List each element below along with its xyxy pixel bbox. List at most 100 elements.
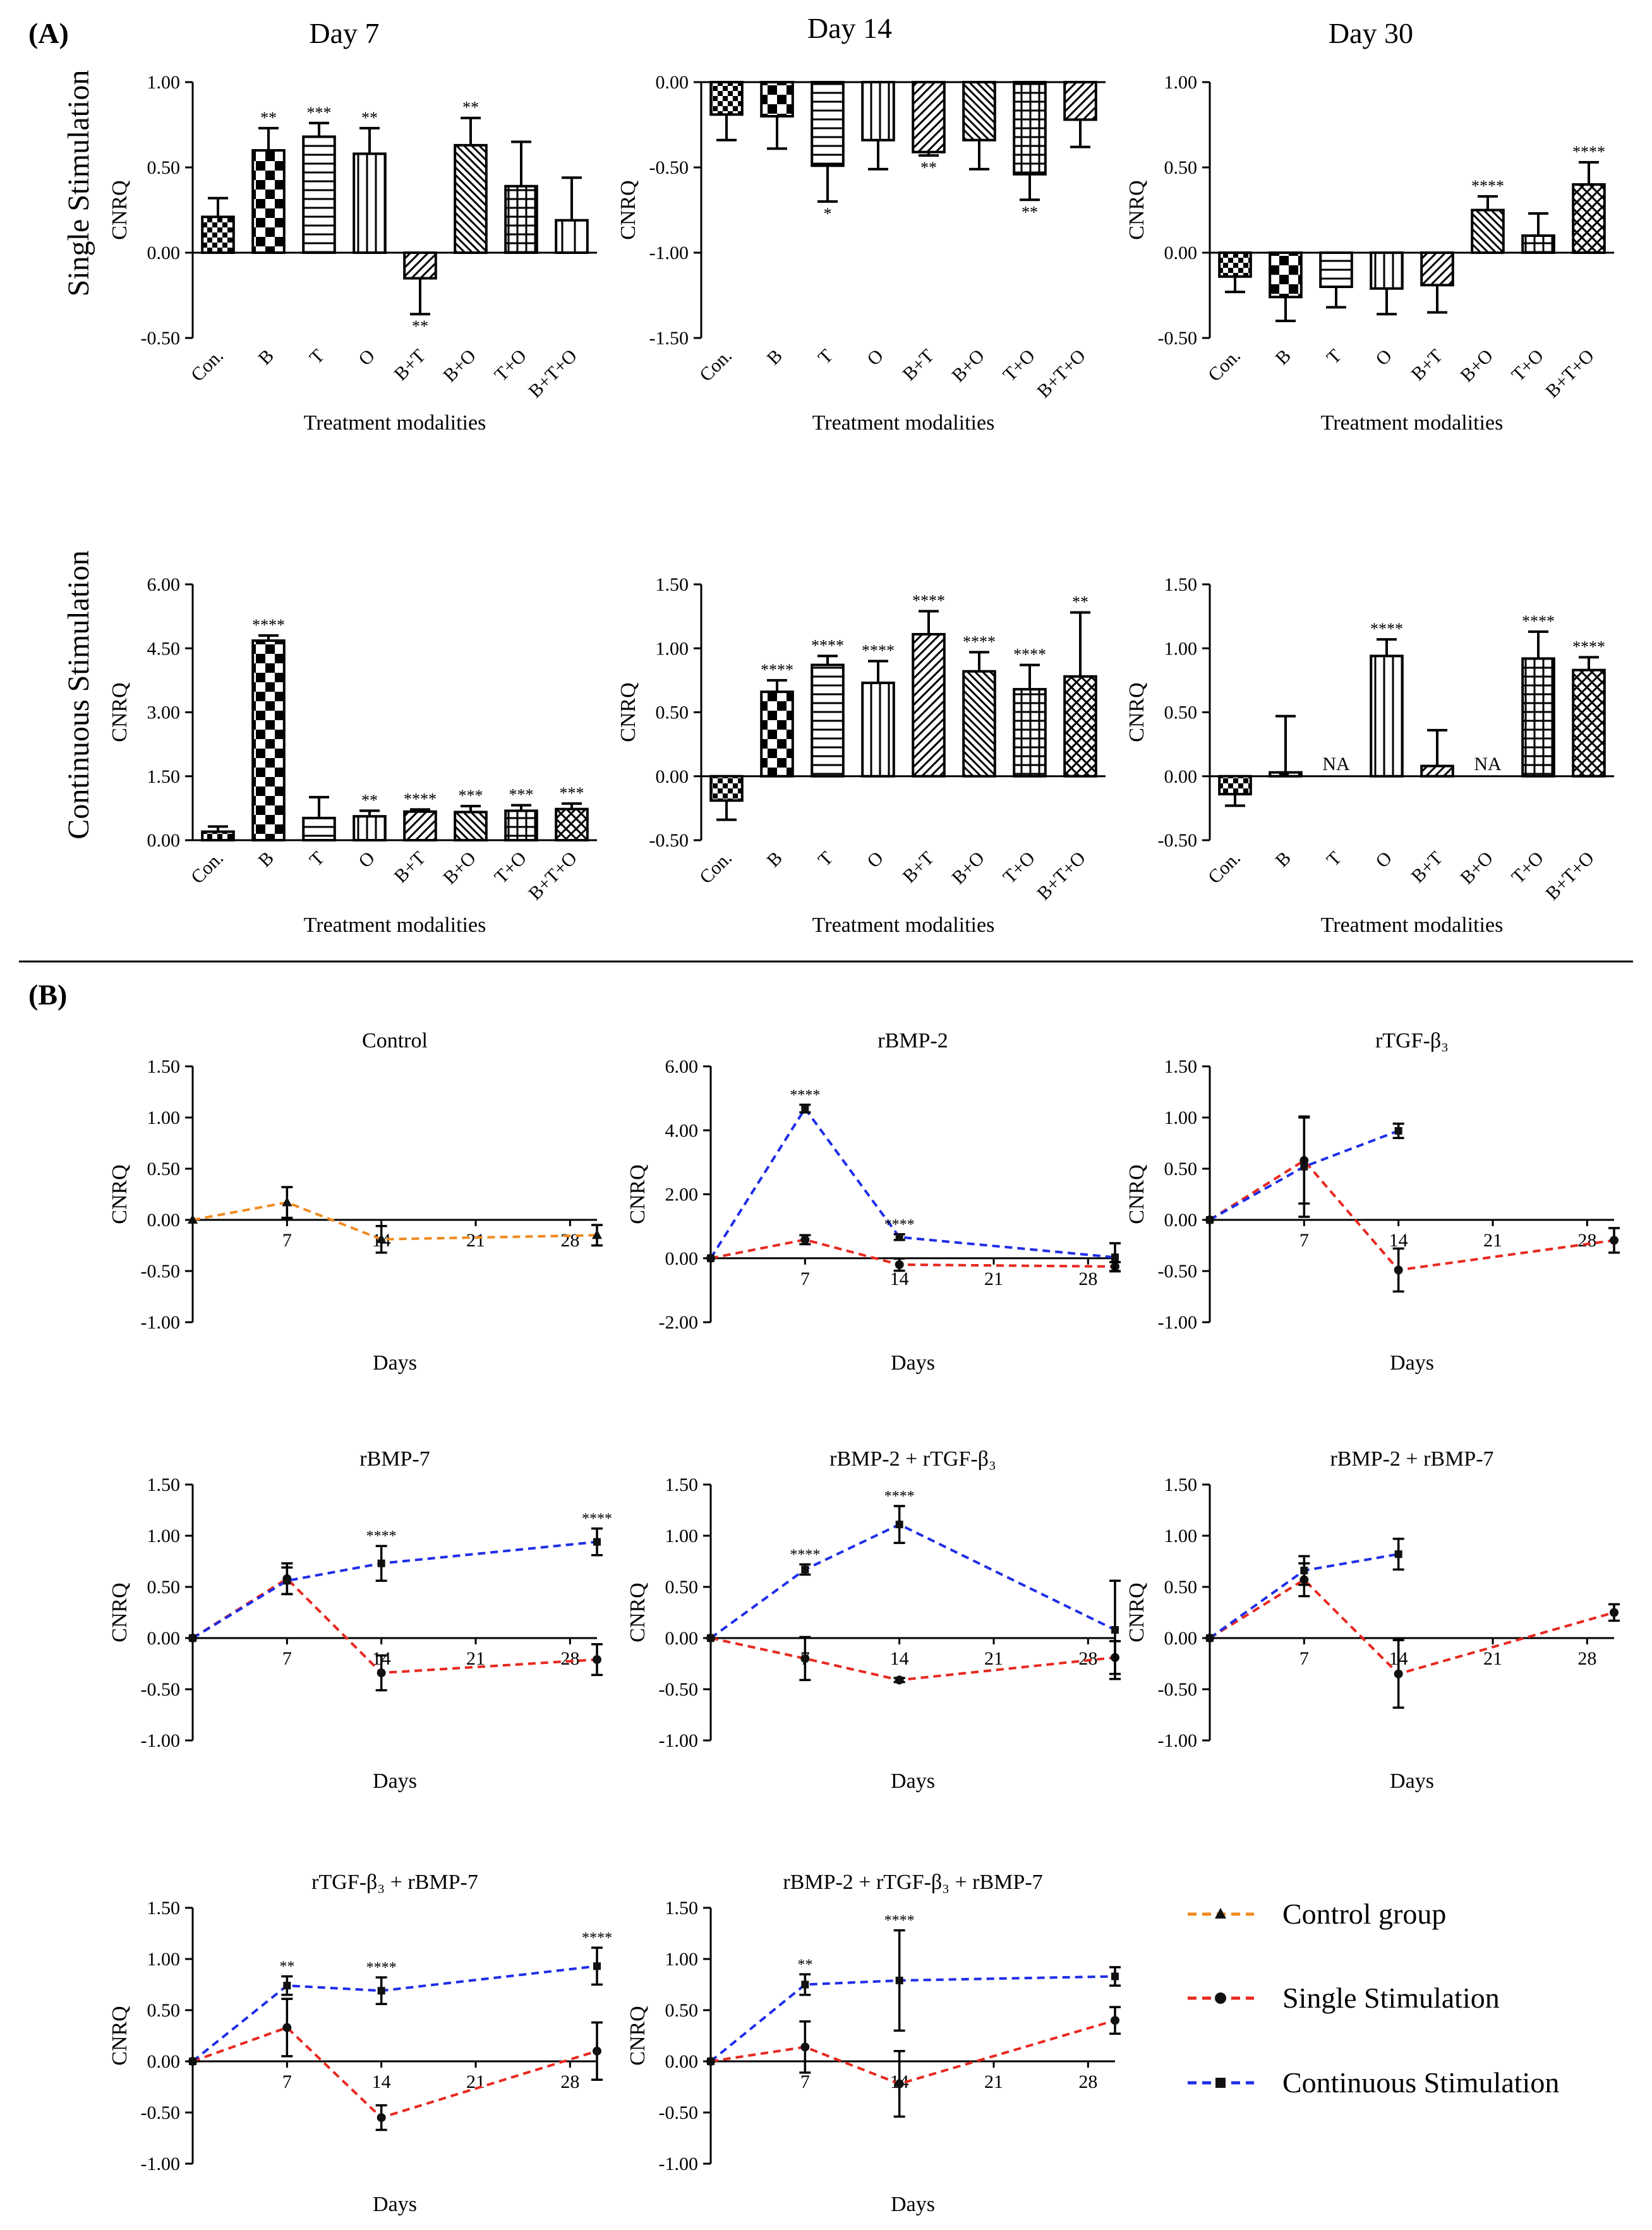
y-tick-label-b4-4: -0.50 <box>659 1679 699 1700</box>
significance-a3-t-o: *** <box>509 786 534 804</box>
significance-a1-t: * <box>824 205 832 223</box>
x-tick-label-a4-con: Con. <box>696 848 736 888</box>
x-tick-label-a5-t: T <box>1323 848 1346 871</box>
x-tick-label-a5-b-t-o: B+T+O <box>1541 848 1598 905</box>
series-continuous-stimulation-b6: ** ******** <box>189 1930 612 2065</box>
series-single-stimulation-b2 <box>1205 1116 1620 1293</box>
x-tick-label-b5-2: 21 <box>1483 1648 1502 1669</box>
series-continuous-stimulation-b3: **** **** <box>189 1511 612 1642</box>
line-chart-rbmp-2-rtgf-rbmp-7: rBMP-2 + rTGF-β₃ + rBMP-7 1.50 1.00 0.50 0.0… <box>626 1871 1121 2216</box>
point-continuous-stimulation-b5-0 <box>1206 1634 1214 1642</box>
y-axis-label-b2: CNRQ <box>1125 1164 1149 1224</box>
series-single-stimulation-b6 <box>188 1998 603 2131</box>
x-tick-label-b1-3: 28 <box>1078 1269 1097 1289</box>
bar-a0-b-t <box>403 251 437 280</box>
x-tick-label-b4-1: 14 <box>890 1648 909 1669</box>
y-tick-label-b5-0: 1.50 <box>1164 1474 1198 1495</box>
bar-a0-b <box>251 149 286 254</box>
x-tick-label-a0-t: T <box>306 346 329 368</box>
y-tick-label-b0-4: -0.50 <box>141 1261 181 1282</box>
x-tick-label-a3-o: O <box>354 848 379 872</box>
y-tick-label-a4-2: 0.50 <box>656 702 689 723</box>
significance-a1-t-o: ** <box>1022 203 1038 221</box>
legend-item-single: Single Stimulation <box>1188 1982 1500 2014</box>
y-tick-label-a3-1: 4.50 <box>147 638 181 659</box>
point-control-group-b0-1 <box>282 1196 292 1207</box>
point-continuous-stimulation-b6-2 <box>377 1987 385 1995</box>
point-single-stimulation-b3-2 <box>377 1668 386 1678</box>
significance-continuous-stimulation-b7-1: ** <box>797 1956 812 1973</box>
series-line-single-stimulation-b5 <box>1209 1578 1615 1675</box>
legend-control-label: Control group <box>1282 1898 1446 1930</box>
charts-layer: Con.**B***T**O**B+T**B+O T+OB+T+O1.000.50… <box>108 72 1620 2216</box>
series-continuous-stimulation-b4: **** **** <box>707 1488 1121 1680</box>
significance-a4-b-t-o: ** <box>1072 593 1088 612</box>
series-line-continuous-stimulation-b7 <box>709 1975 1116 2063</box>
bar-chart-single-stimulation-day-30: Con. B T O B+T **** B+O T+O **** B+T+O 1.00 0.50 0.0… <box>1125 72 1614 435</box>
significance-continuous-stimulation-b4-2: **** <box>884 1488 915 1505</box>
bar-a1-con <box>709 81 744 116</box>
x-axis-label-b5: Days <box>1390 1769 1434 1793</box>
y-axis-label-a2: CNRQ <box>1125 180 1149 239</box>
bar-a0-t <box>302 135 336 254</box>
na-label-a5-t: NA <box>1322 754 1350 774</box>
bar-a1-t-o <box>1013 81 1047 176</box>
y-tick-label-b7-1: 1.00 <box>665 1949 699 1970</box>
x-tick-label-a2-o: O <box>1372 346 1396 370</box>
y-tick-label-b7-4: -0.50 <box>659 2102 699 2123</box>
row-title-single-stimulation: Single Stimulation <box>62 70 95 297</box>
point-single-stimulation-b4-2 <box>895 1675 904 1685</box>
point-continuous-stimulation-b3-0 <box>189 1634 196 1642</box>
y-tick-label-a1-2: -1.00 <box>649 243 689 263</box>
y-tick-label-a4-3: 0.00 <box>656 766 689 787</box>
x-tick-label-b0-0: 7 <box>282 1230 292 1251</box>
bar-chart-continuous-stimulation-day-14: Con. **** B **** T **** O **** B+T **** B+O **** T+O… <box>617 574 1106 937</box>
y-tick-label-b2-3: 0.00 <box>1164 1210 1198 1231</box>
x-tick-label-b7-3: 28 <box>1078 2071 1097 2092</box>
x-tick-label-a2-t: T <box>1323 346 1346 368</box>
y-tick-label-b7-0: 1.50 <box>665 1898 699 1919</box>
y-tick-label-b3-4: -0.50 <box>141 1679 181 1700</box>
bar-a2-b-o <box>1471 208 1505 254</box>
x-tick-label-a1-t-o: T+O <box>999 346 1039 386</box>
significance-a3-b-t: **** <box>404 790 437 808</box>
bar-a3-b-o <box>454 811 488 841</box>
significance-a3-b-t-o: *** <box>560 784 584 802</box>
y-tick-label-a3-3: 1.50 <box>147 766 181 787</box>
point-single-stimulation-b7-2 <box>895 2079 904 2088</box>
legend-continuous-label: Continuous Stimulation <box>1282 2066 1559 2099</box>
bar-a1-b-o <box>962 81 996 142</box>
x-tick-label-a5-o: O <box>1372 848 1396 872</box>
x-tick-label-b0-2: 21 <box>466 1230 485 1251</box>
point-control-group-b0-3 <box>592 1229 602 1239</box>
x-tick-label-b2-3: 28 <box>1577 1230 1596 1251</box>
y-tick-label-b6-3: 0.00 <box>147 2051 181 2072</box>
chart-title-b7: rBMP-2 + rTGF-β₃ + rBMP-7 <box>783 1871 1042 1894</box>
column-title-day-14: Day 14 <box>807 12 892 44</box>
x-tick-label-a2-b-o: B+O <box>1456 346 1497 387</box>
significance-a4-o: **** <box>862 642 895 660</box>
x-tick-label-b2-2: 21 <box>1483 1230 1502 1251</box>
x-tick-label-b1-2: 21 <box>984 1269 1003 1289</box>
y-tick-label-b4-5: -1.00 <box>659 1730 699 1751</box>
y-tick-label-a2-1: 0.50 <box>1164 157 1198 178</box>
point-continuous-stimulation-b5-2 <box>1394 1550 1402 1558</box>
series-line-continuous-stimulation-b6 <box>191 1965 598 2063</box>
x-tick-label-b5-3: 28 <box>1577 1648 1596 1669</box>
y-tick-label-a4-0: 1.50 <box>656 574 689 595</box>
chart-title-b1: rBMP-2 <box>877 1029 948 1052</box>
x-tick-label-a5-con: Con. <box>1204 848 1245 888</box>
y-tick-label-b1-0: 6.00 <box>665 1056 699 1077</box>
y-tick-label-a0-3: -0.50 <box>141 328 181 349</box>
point-continuous-stimulation-b1-3 <box>1111 1253 1119 1262</box>
y-axis-label-b3: CNRQ <box>108 1582 131 1642</box>
y-tick-label-a0-2: 0.00 <box>147 243 181 263</box>
y-axis-label-a0: CNRQ <box>108 180 131 239</box>
x-axis-label-a4: Treatment modalities <box>812 913 995 937</box>
panel-a-label: (A) <box>28 17 69 49</box>
bar-a3-t <box>302 816 336 842</box>
y-tick-label-a2-3: -0.50 <box>1158 328 1198 349</box>
significance-a4-b-t: **** <box>912 592 945 610</box>
x-tick-label-a1-b-t-o: B+T+O <box>1033 346 1090 402</box>
